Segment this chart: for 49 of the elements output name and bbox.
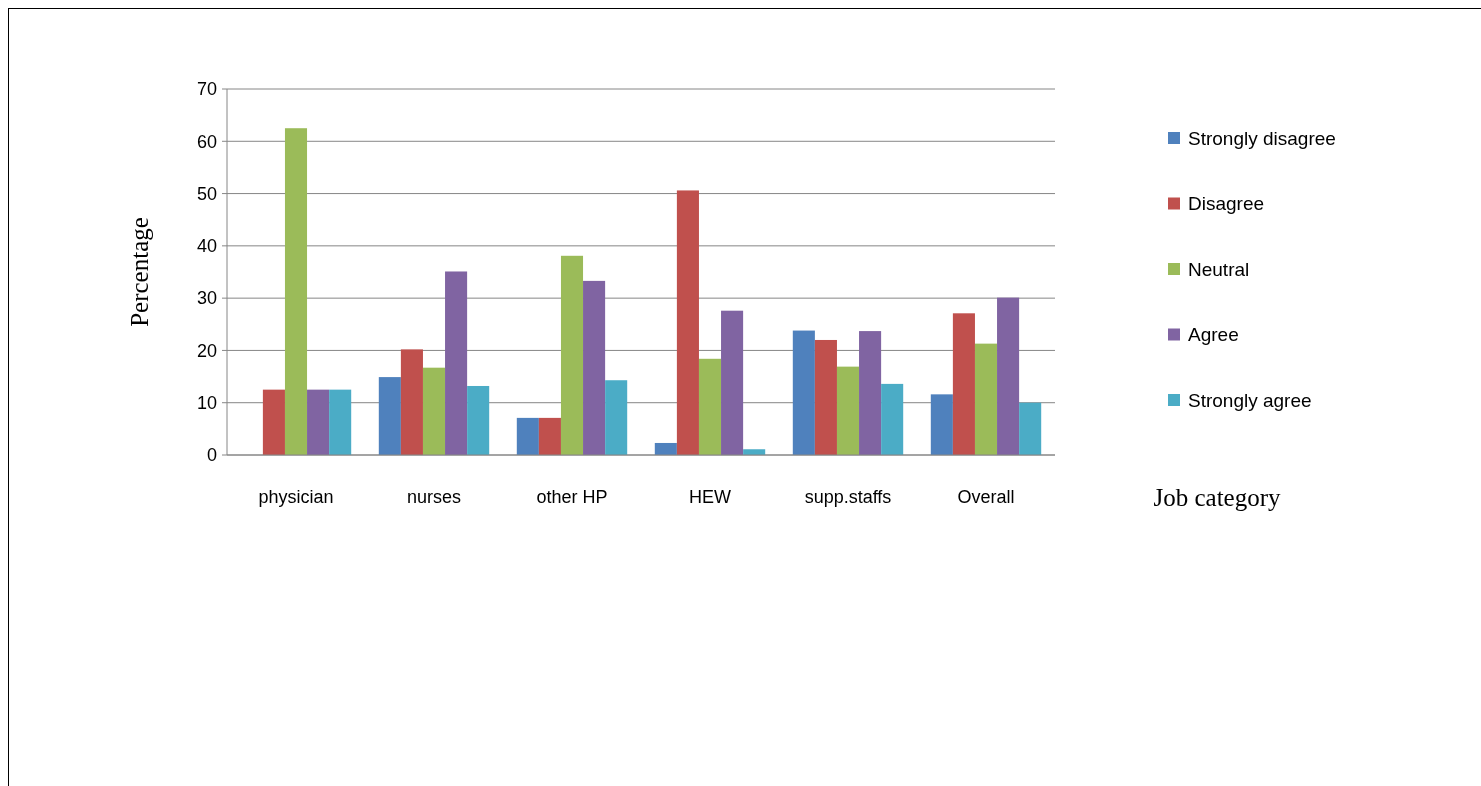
y-tick-label: 50: [196, 183, 217, 204]
bar: [400, 349, 423, 455]
bar: [654, 442, 677, 455]
y-axis-title: Percentage: [126, 217, 153, 327]
bar: [676, 190, 699, 455]
legend-label: Strongly agree: [1188, 389, 1312, 411]
bar: [930, 394, 953, 455]
bar: [698, 358, 722, 455]
bar: [881, 383, 904, 455]
y-tick-label: 0: [206, 445, 217, 466]
y-tick-label: 20: [196, 340, 217, 361]
bar: [422, 367, 446, 455]
bar: [378, 377, 401, 455]
x-tick-label: physician: [258, 487, 334, 507]
y-tick-label: 40: [196, 236, 217, 257]
legend-label: Neutral: [1188, 258, 1250, 280]
bar: [445, 271, 468, 455]
y-tick-label: 70: [196, 79, 217, 100]
x-tick-label: supp.staffs: [804, 487, 892, 507]
bar: [560, 255, 584, 455]
x-tick-label: nurses: [406, 487, 462, 507]
bar: [859, 331, 882, 455]
bar: [605, 380, 628, 455]
bar: [952, 313, 975, 455]
bar: [284, 128, 308, 455]
bar: [792, 330, 815, 455]
legend-label: Strongly disagree: [1188, 127, 1336, 149]
legend-label: Agree: [1188, 324, 1239, 346]
bar: [516, 417, 539, 455]
bar: [307, 389, 330, 455]
bar: [538, 417, 561, 455]
x-tick-label: other HP: [536, 487, 608, 507]
bar: [262, 389, 285, 455]
bar: [583, 280, 606, 455]
bar: [467, 385, 490, 455]
bar: [329, 389, 352, 455]
x-tick-label: HEW: [689, 487, 731, 507]
y-tick-label: 60: [196, 131, 217, 152]
bar: [814, 339, 837, 455]
y-tick-label: 10: [196, 393, 217, 414]
bar: [974, 343, 998, 455]
bar: [836, 366, 860, 455]
bar: [997, 297, 1020, 455]
legend-label: Disagree: [1188, 193, 1265, 215]
bar: [1019, 402, 1042, 455]
x-tick-label: Overall: [957, 487, 1015, 507]
y-tick-label: 30: [196, 288, 217, 309]
bar: [721, 310, 744, 455]
x-axis-title: Job category: [1153, 484, 1282, 511]
